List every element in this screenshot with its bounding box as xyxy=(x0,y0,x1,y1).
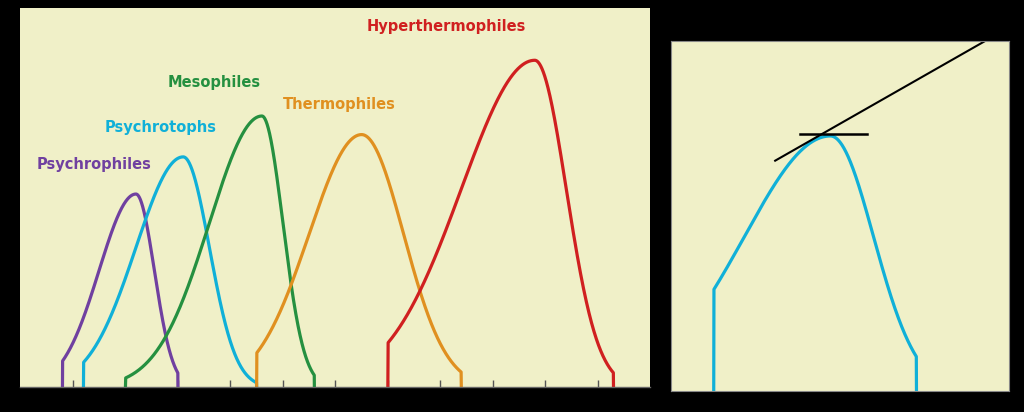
Text: Mesophiles: Mesophiles xyxy=(167,75,260,90)
Text: Psychrophiles: Psychrophiles xyxy=(36,157,152,172)
Text: Psychrotophs: Psychrotophs xyxy=(104,119,216,135)
Text: Hyperthermophiles: Hyperthermophiles xyxy=(367,19,526,34)
Text: Thermophiles: Thermophiles xyxy=(283,97,395,112)
